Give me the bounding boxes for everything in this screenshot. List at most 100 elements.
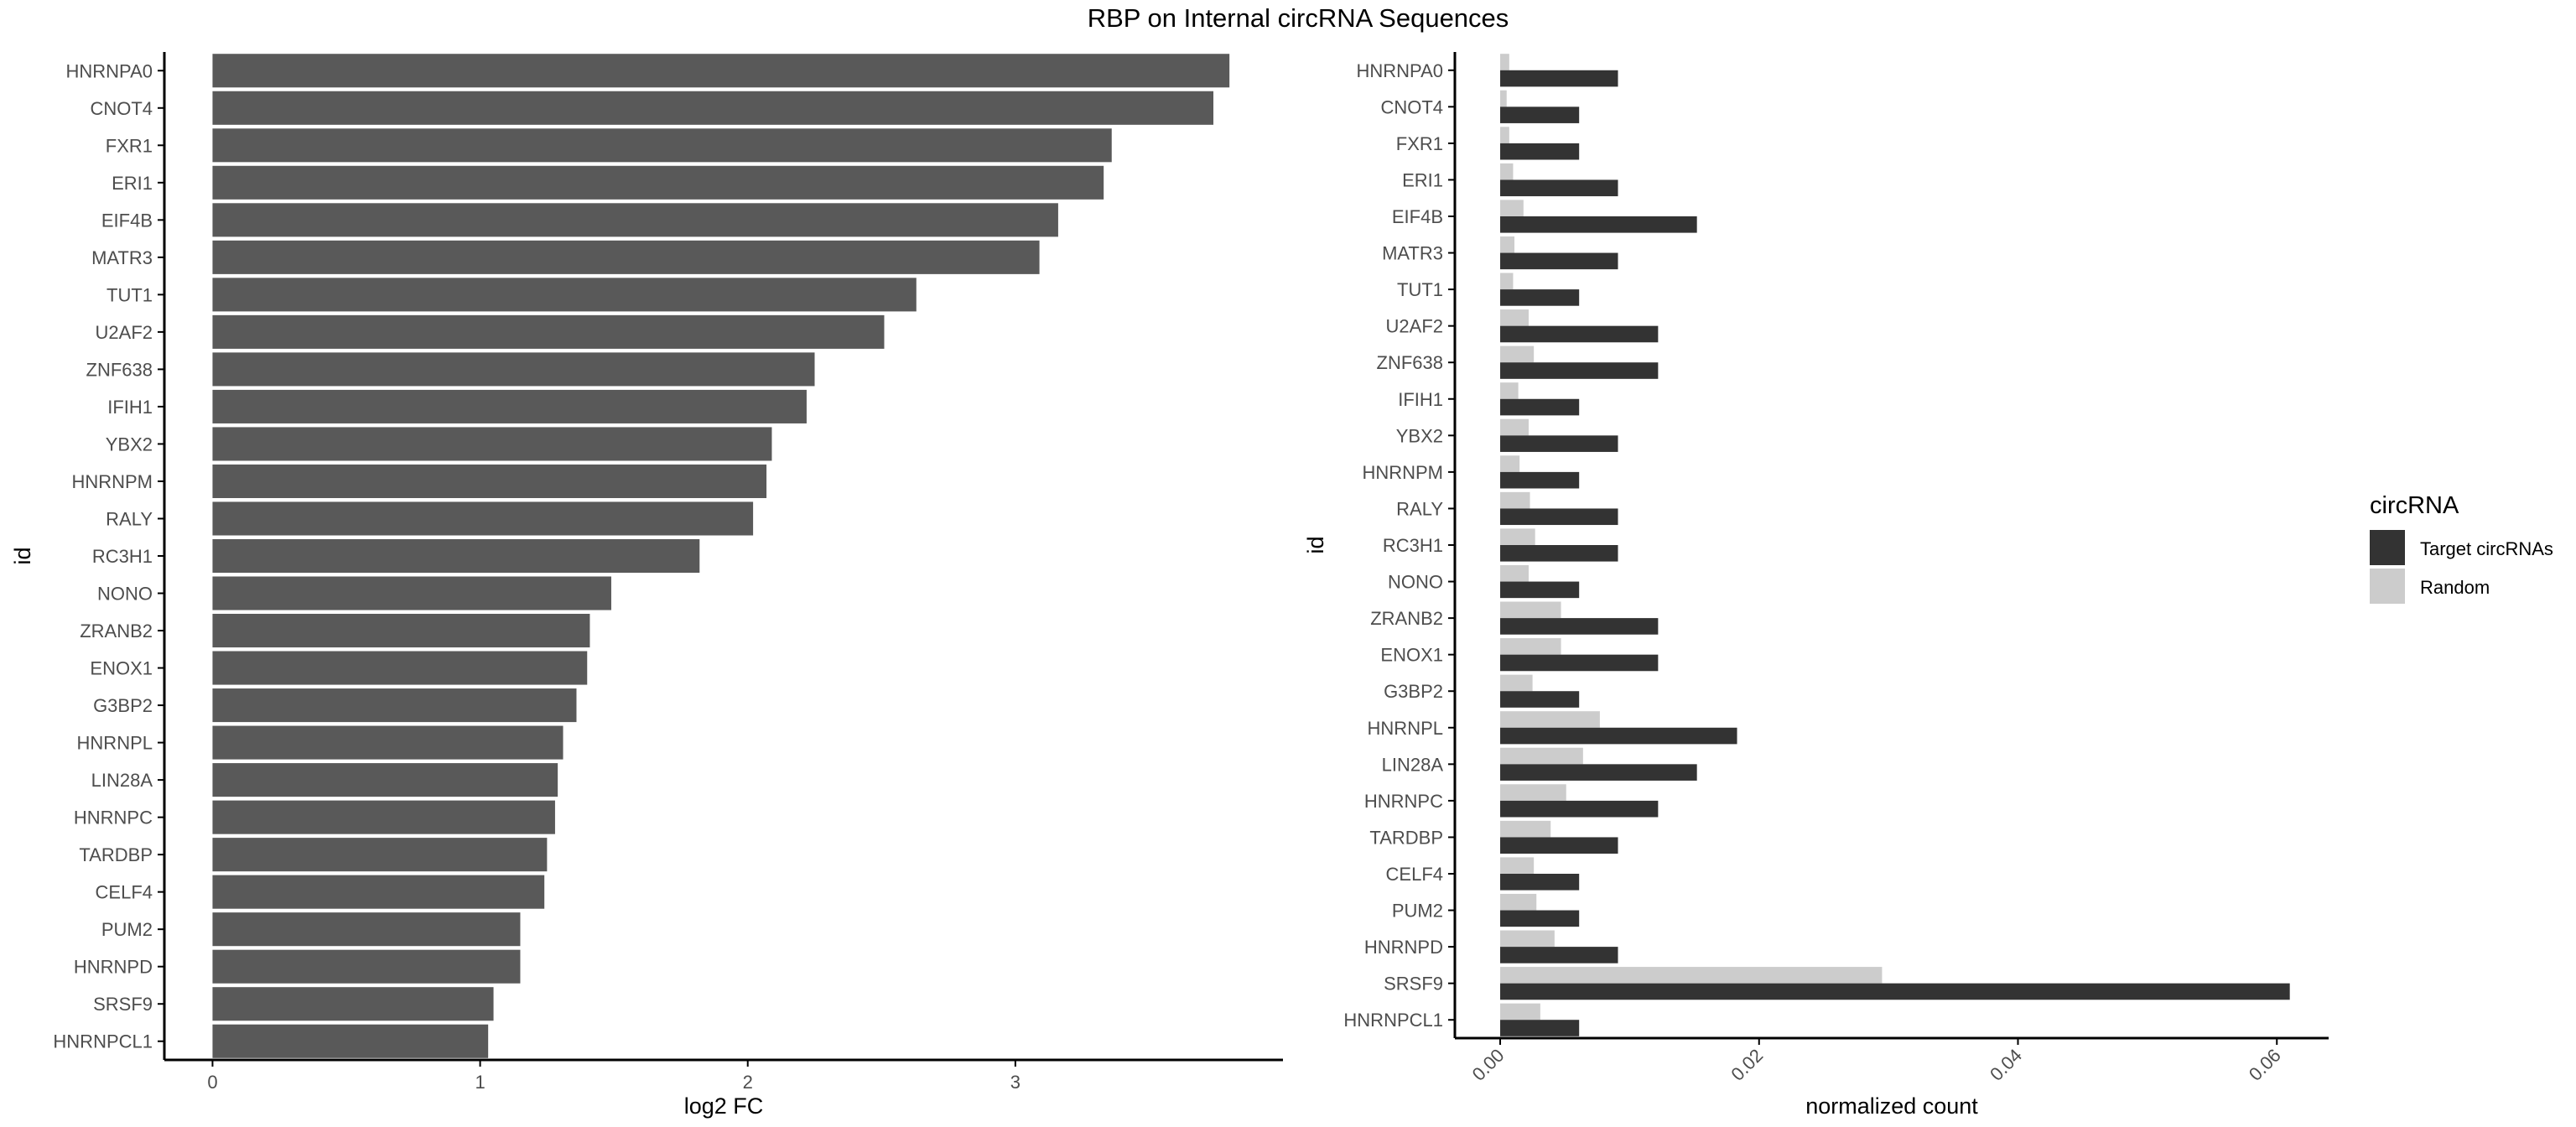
right-bars [1500,54,2290,1036]
bar-tut1 [212,278,917,312]
y-tick-label-matr3: MATR3 [91,247,153,268]
y-tick-label-hnrnpd: HNRNPD [1364,937,1443,958]
bar-target-eri1 [1500,179,1618,197]
bar-hnrnpl [212,725,564,760]
left-chart-panel: HNRNPA0 CNOT4 FXR1 ERI1 EIF4B MATR3 TUT1 U2AF2 Z… [10,52,1283,1119]
x-tick-label: 3 [1010,1072,1021,1093]
y-tick-label-g3bp2: G3BP2 [93,695,153,716]
y-tick-label-raly: RALY [106,508,153,529]
right-y-axis-title: id [1303,536,1328,553]
y-tick-label-matr3: MATR3 [1382,243,1443,264]
y-tick-label-srsf9: SRSF9 [93,994,153,1015]
y-tick-label-eri1: ERI1 [112,173,153,194]
left-y-axis-title: id [10,547,35,564]
y-tick-label-tardbp: TARDBP [1369,827,1443,848]
y-tick-label-cnot4: CNOT4 [1380,96,1443,117]
y-tick-label-hnrnpa0: HNRNPA0 [65,60,153,81]
y-tick-label-lin28a: LIN28A [1382,754,1444,775]
x-tick-label: 0.04 [1986,1045,2026,1085]
y-tick-label-enox1: ENOX1 [1380,645,1443,666]
bar-random-lin28a [1500,747,1583,765]
y-tick-label-celf4: CELF4 [96,882,153,903]
y-tick-label-pum2: PUM2 [101,919,153,940]
bar-zranb2 [212,614,590,648]
bar-target-cnot4 [1500,106,1580,123]
x-tick-label: 0.02 [1727,1045,1767,1085]
bar-eif4b [212,203,1058,237]
y-tick-label-fxr1: FXR1 [106,135,153,156]
bar-target-eif4b [1500,216,1697,233]
left-y-ticks: HNRNPA0 CNOT4 FXR1 ERI1 EIF4B MATR3 TUT1 U2AF2 Z… [53,60,164,1052]
bar-random-raly [1500,491,1530,509]
y-tick-label-ybx2: YBX2 [106,434,153,454]
y-tick-label-hnrnpl: HNRNPL [77,733,153,754]
right-chart-panel: HNRNPA0 CNOT4 FXR1 ERI1 EIF4B MATR3 TUT1 U2AF2 Z… [1303,52,2329,1119]
legend-swatch-target [2370,530,2405,565]
y-tick-label-fxr1: FXR1 [1396,133,1443,154]
bar-target-raly [1500,508,1618,526]
y-tick-label-ifih1: IFIH1 [1398,389,1443,410]
bar-target-tardbp [1500,837,1618,854]
y-tick-label-srsf9: SRSF9 [1384,974,1443,995]
bar-pum2 [212,912,521,947]
bar-ybx2 [212,427,772,461]
y-tick-label-u2af2: U2AF2 [96,322,153,343]
y-tick-label-eif4b: EIF4B [1392,206,1443,227]
y-tick-label-ybx2: YBX2 [1396,425,1443,446]
y-tick-label-eri1: ERI1 [1402,169,1443,190]
bar-hnrnpd [212,949,521,984]
left-x-ticks: 0 1 2 3 [207,1060,1021,1093]
bar-target-pum2 [1500,910,1580,927]
right-y-ticks: HNRNPA0 CNOT4 FXR1 ERI1 EIF4B MATR3 TUT1 U2AF2 Z… [1343,60,1455,1031]
y-tick-label-hnrnpm: HNRNPM [1362,462,1443,483]
x-tick-label: 0 [207,1072,217,1093]
y-tick-label-tut1: TUT1 [1397,279,1443,300]
chart-title: RBP on Internal circRNA Sequences [1088,3,1509,33]
bar-random-zranb2 [1500,601,1561,619]
y-tick-label-celf4: CELF4 [1386,864,1443,885]
y-tick-label-hnrnpc: HNRNPC [1364,791,1443,812]
y-tick-label-rc3h1: RC3H1 [1383,535,1443,556]
bar-enox1 [212,651,588,685]
bar-cnot4 [212,91,1214,125]
x-tick-label: 0.06 [2245,1045,2285,1085]
bar-random-eri1 [1500,163,1514,180]
y-tick-label-enox1: ENOX1 [90,658,153,679]
bar-target-enox1 [1500,654,1659,672]
y-tick-label-tut1: TUT1 [106,284,153,305]
y-tick-label-lin28a: LIN28A [91,770,153,791]
bar-random-tut1 [1500,273,1514,290]
bar-target-hnrnpa0 [1500,70,1618,87]
bar-random-hnrnpm [1500,455,1520,472]
bar-target-srsf9 [1500,983,2290,1000]
bar-target-g3bp2 [1500,691,1580,708]
y-tick-label-znf638: ZNF638 [86,359,153,380]
right-x-ticks: 0.00 0.02 0.04 0.06 [1468,1038,2285,1085]
bar-target-hnrnpc [1500,800,1659,818]
bar-hnrnpc [212,800,555,834]
y-tick-label-znf638: ZNF638 [1377,352,1443,373]
left-x-axis-title: log2 FC [684,1093,764,1119]
bar-random-znf638 [1500,345,1535,363]
bar-target-zranb2 [1500,618,1659,635]
bar-target-hnrnpm [1500,471,1580,489]
bar-celf4 [212,875,545,909]
bar-target-nono [1500,581,1580,599]
x-tick-label: 1 [475,1072,485,1093]
y-tick-label-tardbp: TARDBP [79,844,153,865]
legend-label-random: Random [2420,577,2490,598]
bar-random-u2af2 [1500,309,1529,326]
bar-raly [212,501,754,536]
bar-target-fxr1 [1500,143,1580,160]
bar-target-celf4 [1500,874,1580,891]
y-tick-label-ifih1: IFIH1 [107,397,153,418]
y-tick-label-hnrnpl: HNRNPL [1368,718,1443,739]
bar-u2af2 [212,314,885,349]
bar-target-lin28a [1500,764,1697,781]
y-tick-label-cnot4: CNOT4 [90,98,153,119]
bar-eri1 [212,165,1104,200]
bar-random-hnrnpa0 [1500,54,1509,70]
y-tick-label-raly: RALY [1396,498,1443,519]
bar-nono [212,576,611,610]
